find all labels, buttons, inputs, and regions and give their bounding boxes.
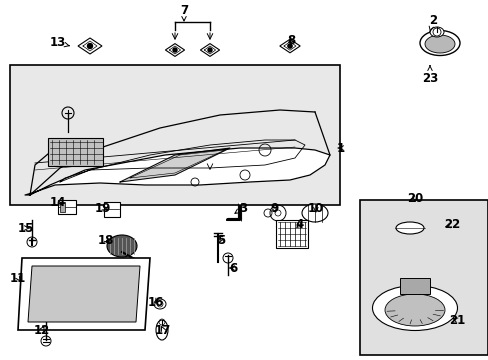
Polygon shape — [279, 39, 300, 53]
Text: 14: 14 — [50, 197, 66, 210]
Bar — [275, 220, 307, 248]
Bar — [359, 200, 487, 355]
Polygon shape — [200, 44, 219, 57]
Polygon shape — [165, 44, 184, 57]
Circle shape — [173, 48, 177, 52]
Text: 15: 15 — [18, 221, 34, 234]
Bar — [10, 65, 339, 205]
Text: 23: 23 — [421, 66, 437, 85]
Ellipse shape — [156, 320, 168, 340]
Text: 17: 17 — [155, 324, 171, 337]
Polygon shape — [78, 38, 102, 54]
Text: 16: 16 — [148, 296, 164, 309]
Text: 9: 9 — [269, 202, 278, 215]
Text: 6: 6 — [228, 261, 237, 274]
Text: 11: 11 — [10, 271, 26, 284]
Text: 12: 12 — [34, 324, 50, 337]
Ellipse shape — [384, 294, 444, 326]
Text: 8: 8 — [287, 33, 295, 46]
Text: 4: 4 — [295, 219, 304, 231]
Text: 19: 19 — [95, 202, 111, 215]
Text: 21: 21 — [448, 314, 464, 327]
Text: 22: 22 — [443, 219, 459, 231]
Text: 20: 20 — [406, 192, 422, 204]
Polygon shape — [18, 258, 150, 330]
Polygon shape — [50, 140, 100, 165]
Polygon shape — [25, 148, 329, 195]
Bar — [48, 138, 103, 166]
Ellipse shape — [424, 35, 454, 53]
Text: 3: 3 — [234, 202, 246, 215]
Ellipse shape — [372, 285, 457, 330]
Circle shape — [287, 44, 291, 48]
Text: 18: 18 — [98, 234, 114, 247]
Polygon shape — [28, 266, 140, 322]
Text: 5: 5 — [216, 234, 224, 247]
Polygon shape — [120, 148, 229, 182]
Ellipse shape — [154, 299, 165, 309]
Bar — [399, 278, 429, 294]
Ellipse shape — [429, 27, 443, 37]
Text: 2: 2 — [428, 13, 436, 32]
Circle shape — [207, 48, 212, 52]
Ellipse shape — [107, 235, 137, 257]
Text: 10: 10 — [307, 202, 324, 215]
Circle shape — [87, 44, 92, 49]
Bar — [60, 202, 65, 212]
Ellipse shape — [302, 204, 327, 222]
Text: 1: 1 — [336, 141, 345, 154]
Ellipse shape — [395, 222, 423, 234]
Bar — [58, 200, 76, 214]
Text: 7: 7 — [180, 4, 188, 21]
Bar — [104, 202, 120, 217]
Text: 13: 13 — [50, 36, 69, 49]
Ellipse shape — [419, 31, 459, 55]
